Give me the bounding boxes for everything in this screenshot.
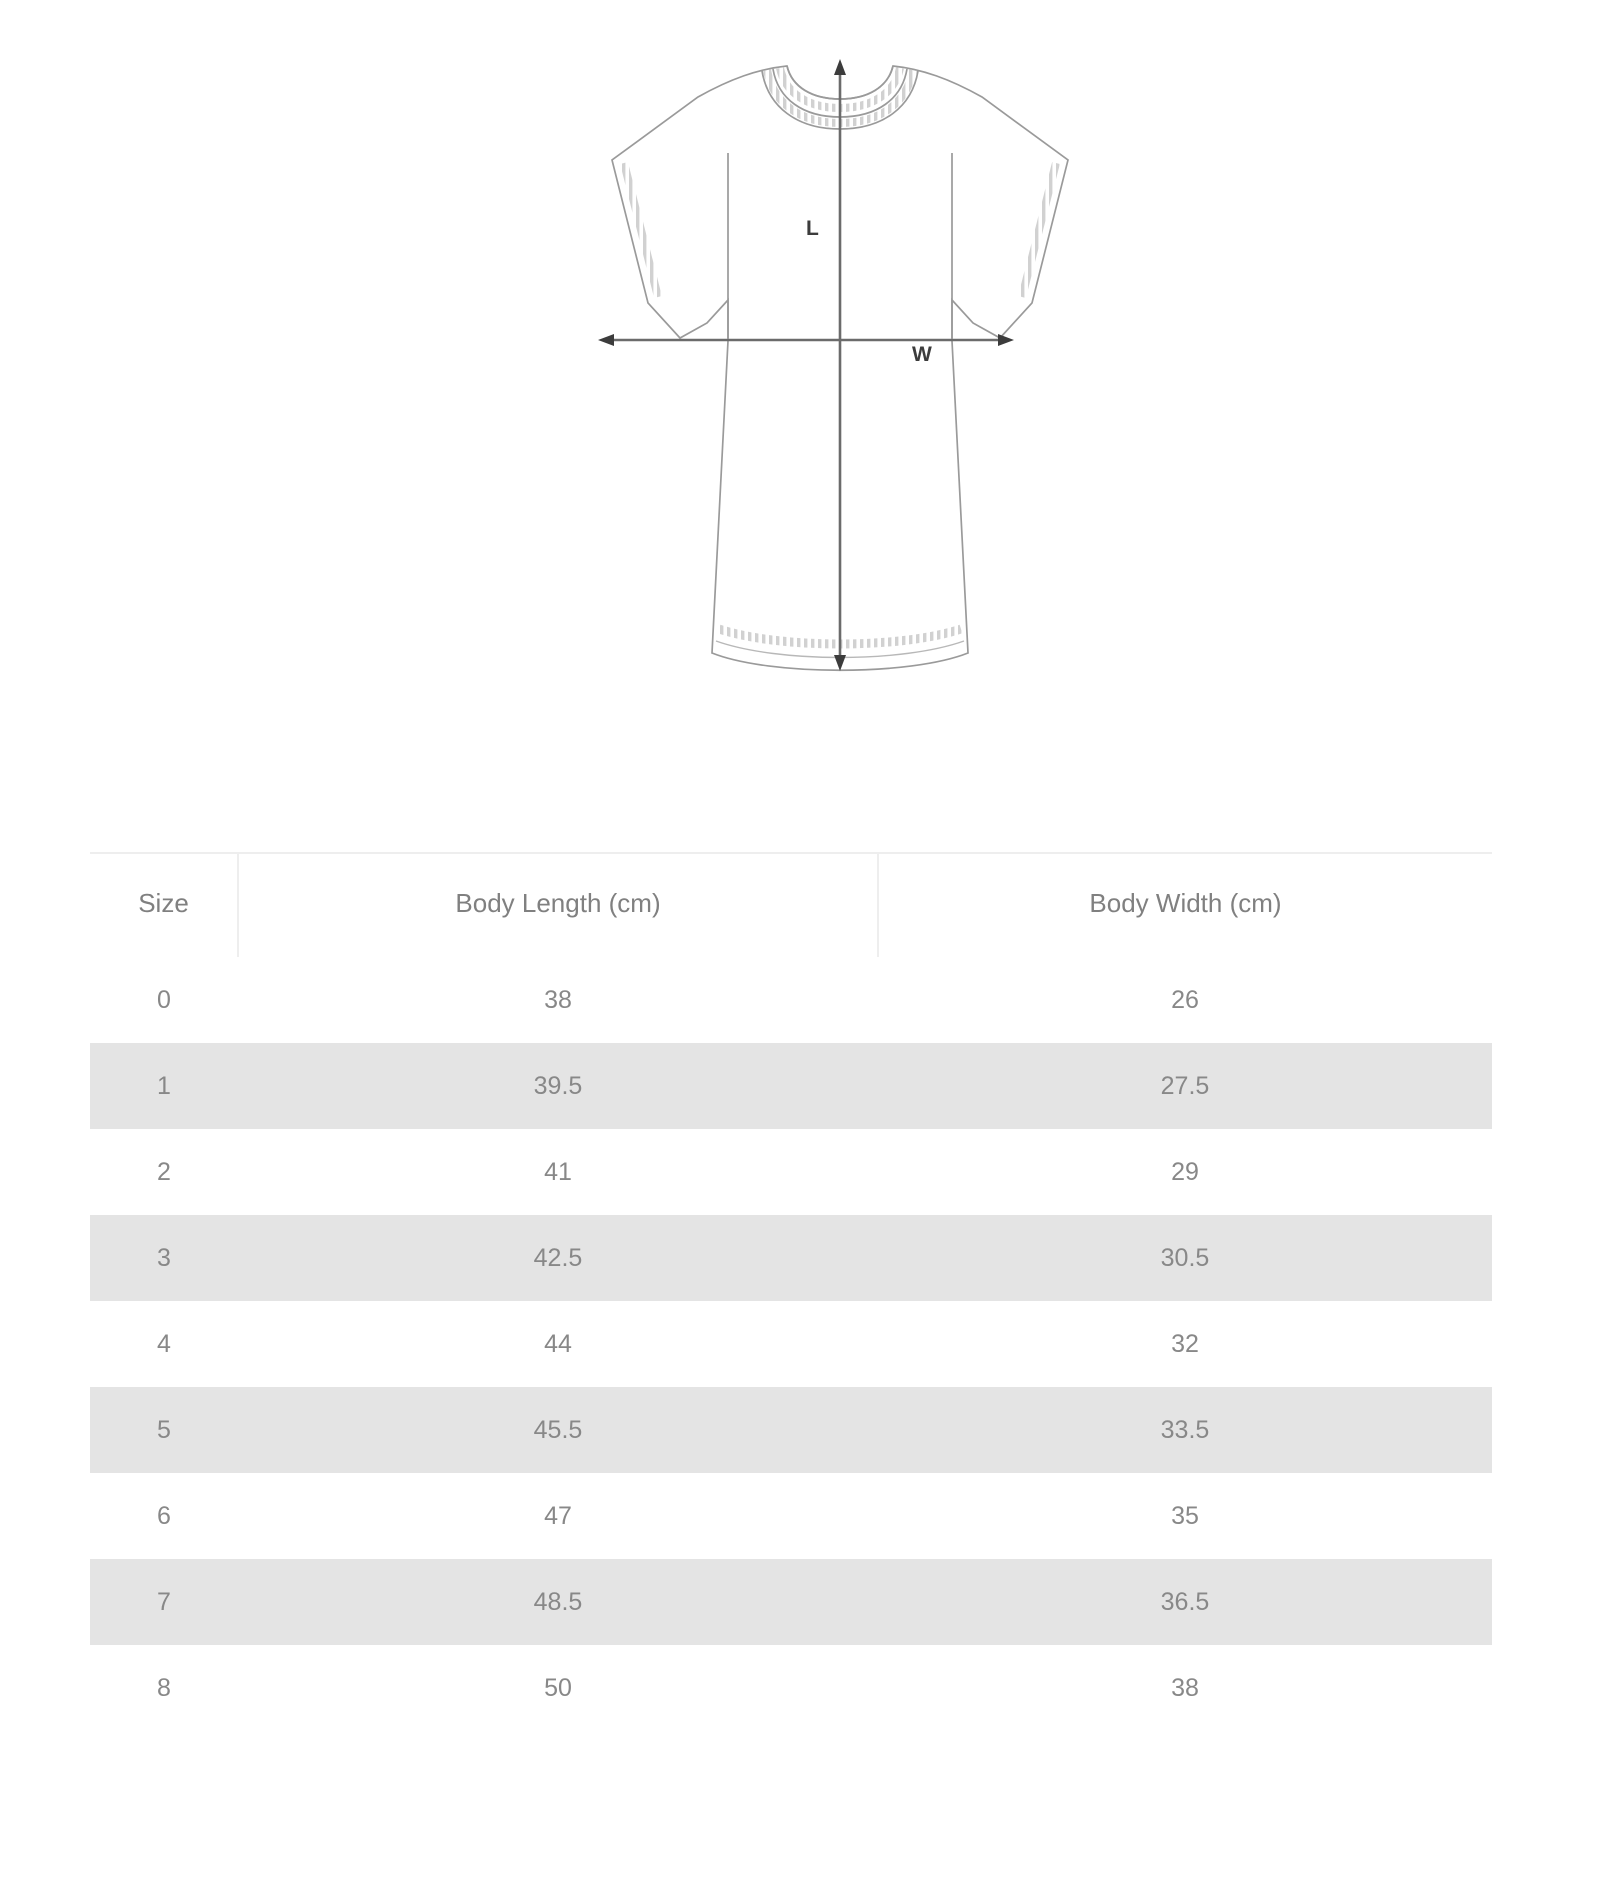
length-measure-arrow	[834, 59, 846, 671]
width-measure-arrow	[598, 334, 1014, 346]
cell-size: 1	[90, 1043, 238, 1129]
table-row: 4 44 32	[90, 1301, 1492, 1387]
cell-body-length: 48.5	[238, 1559, 878, 1645]
width-dimension-label: W	[912, 343, 932, 366]
table-row: 0 38 26	[90, 957, 1492, 1043]
table-row: 6 47 35	[90, 1473, 1492, 1559]
cell-body-width: 38	[878, 1645, 1492, 1731]
table-row: 1 39.5 27.5	[90, 1043, 1492, 1129]
cell-body-width: 30.5	[878, 1215, 1492, 1301]
column-header-size: Size	[90, 853, 238, 957]
cell-size: 6	[90, 1473, 238, 1559]
cell-body-length: 44	[238, 1301, 878, 1387]
length-dimension-label: L	[806, 217, 819, 240]
diagram-section: L W	[0, 0, 1600, 830]
size-chart-table: Size Body Length (cm) Body Width (cm) 0 …	[90, 852, 1492, 1731]
table-row: 2 41 29	[90, 1129, 1492, 1215]
sleeve-stitching	[620, 162, 1060, 298]
cell-body-length: 50	[238, 1645, 878, 1731]
cell-size: 2	[90, 1129, 238, 1215]
cell-body-width: 33.5	[878, 1387, 1492, 1473]
size-chart-container: Size Body Length (cm) Body Width (cm) 0 …	[90, 852, 1492, 1731]
cell-body-length: 42.5	[238, 1215, 878, 1301]
table-row: 5 45.5 33.5	[90, 1387, 1492, 1473]
table-body: 0 38 26 1 39.5 27.5 2 41 29 3 42.5 30.5 …	[90, 957, 1492, 1731]
cell-body-width: 35	[878, 1473, 1492, 1559]
cell-size: 3	[90, 1215, 238, 1301]
cell-body-length: 41	[238, 1129, 878, 1215]
table-row: 7 48.5 36.5	[90, 1559, 1492, 1645]
tshirt-measurement-diagram	[440, 35, 1140, 695]
cell-body-length: 38	[238, 957, 878, 1043]
tshirt-illustration-svg	[598, 59, 1069, 672]
cell-size: 8	[90, 1645, 238, 1731]
cell-size: 7	[90, 1559, 238, 1645]
cell-size: 5	[90, 1387, 238, 1473]
column-header-body-width: Body Width (cm)	[877, 853, 1492, 957]
cell-body-width: 29	[878, 1129, 1492, 1215]
cell-body-width: 27.5	[878, 1043, 1492, 1129]
cell-size: 0	[90, 957, 238, 1043]
cell-body-width: 36.5	[878, 1559, 1492, 1645]
cell-body-length: 47	[238, 1473, 878, 1559]
column-header-body-length: Body Length (cm)	[237, 853, 878, 957]
cell-body-width: 32	[878, 1301, 1492, 1387]
table-header-row: Size Body Length (cm) Body Width (cm)	[90, 853, 1492, 957]
cell-body-width: 26	[878, 957, 1492, 1043]
cell-size: 4	[90, 1301, 238, 1387]
cell-body-length: 45.5	[238, 1387, 878, 1473]
table-row: 8 50 38	[90, 1645, 1492, 1731]
table-header: Size Body Length (cm) Body Width (cm)	[90, 853, 1492, 957]
cell-body-length: 39.5	[238, 1043, 878, 1129]
table-row: 3 42.5 30.5	[90, 1215, 1492, 1301]
